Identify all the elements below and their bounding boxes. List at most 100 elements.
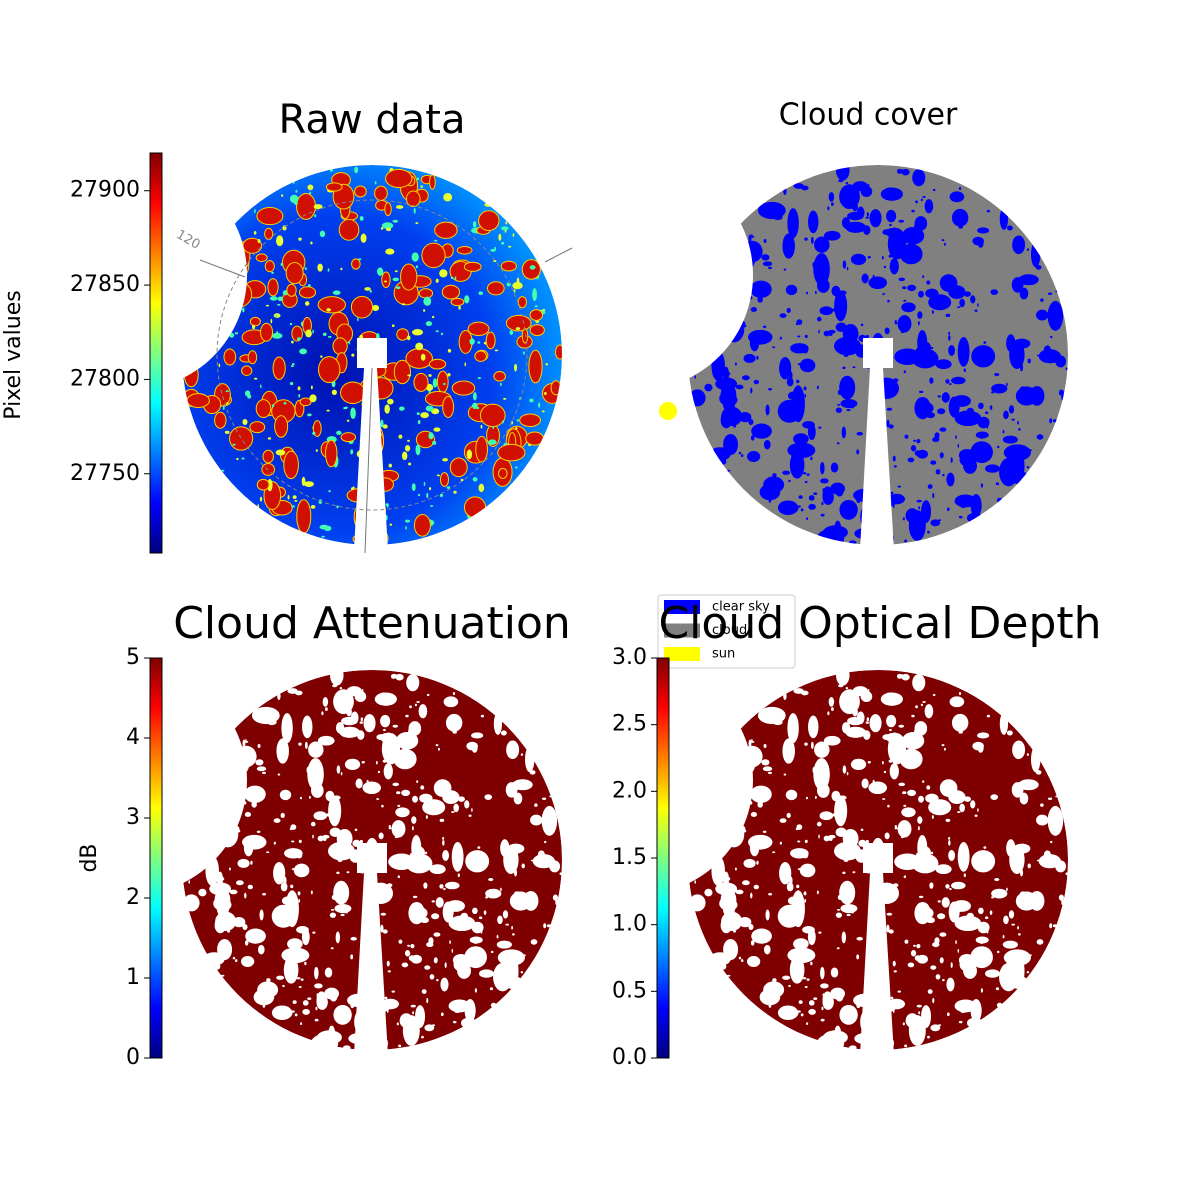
cloud-blob xyxy=(1019,891,1027,896)
cloud-blob xyxy=(865,334,870,339)
cloud-blob xyxy=(283,956,299,984)
cloud-blob xyxy=(917,330,928,356)
cloud-blob xyxy=(935,469,941,475)
cloud-blob xyxy=(283,402,287,405)
cloud-blob xyxy=(542,308,546,311)
cloud-blob xyxy=(889,258,899,275)
cloud-blob xyxy=(434,239,438,242)
cloud-blob xyxy=(806,473,810,476)
cloud-blob xyxy=(331,894,337,901)
cloud-blob xyxy=(948,396,960,418)
cloud-blob xyxy=(408,955,415,962)
cloud-blob xyxy=(328,795,342,827)
cloud-blob xyxy=(854,1033,875,1044)
cloud-blob xyxy=(262,771,266,775)
cloud-blob xyxy=(913,260,917,264)
colorbar xyxy=(149,657,163,1059)
cloud-blob xyxy=(312,834,314,839)
cloud-blob xyxy=(750,306,758,312)
colorbar-tick-label: 1 xyxy=(126,965,140,990)
cloud-blob xyxy=(821,501,824,506)
cloud-blob xyxy=(192,808,204,824)
cloud-blob xyxy=(401,962,409,968)
cloud-blob xyxy=(500,260,517,272)
cloud-blob xyxy=(222,259,235,269)
cloud-blob xyxy=(727,247,731,255)
cloud-blob xyxy=(378,832,384,840)
cloud-blob xyxy=(750,435,755,441)
cloud-blob xyxy=(452,730,457,734)
cloud-blob xyxy=(844,881,852,893)
cloud-blob xyxy=(211,771,215,775)
cloud-blob xyxy=(380,924,384,933)
cloud-blob xyxy=(783,268,787,271)
cloud-blob xyxy=(350,711,359,725)
cloud-blob xyxy=(208,764,220,776)
cloud-blob xyxy=(946,977,955,992)
cloud-blob xyxy=(748,234,752,243)
cloud-blob xyxy=(471,732,484,739)
cloud-blob xyxy=(985,464,1000,473)
cloud-blob xyxy=(907,284,917,292)
colorbar-tick-label: 0 xyxy=(126,1045,140,1070)
cloud-blob xyxy=(750,801,753,805)
cloud-blob xyxy=(298,286,317,299)
cloud-blob xyxy=(304,961,307,966)
cloud-blob xyxy=(883,265,887,269)
cloud-blob xyxy=(454,276,457,281)
cloud-blob xyxy=(529,770,536,775)
cloud-blob xyxy=(546,924,552,928)
cloud-blob xyxy=(830,967,839,978)
sky-image xyxy=(179,665,562,1054)
cloud-blob xyxy=(783,773,787,776)
cloud-blob xyxy=(884,187,895,195)
cloud-blob xyxy=(977,237,984,248)
cloud-blob xyxy=(743,353,756,363)
cloud-blob xyxy=(808,1000,815,1006)
cloud-blob xyxy=(372,304,380,312)
cloud-blob xyxy=(388,825,391,828)
cloud-blob xyxy=(383,514,388,522)
cloud-blob xyxy=(937,913,946,920)
cloud-blob xyxy=(941,897,950,908)
cloud-blob xyxy=(772,978,777,983)
cloud-blob xyxy=(346,419,350,422)
cloud-blob xyxy=(207,354,211,358)
cloud-blob xyxy=(484,794,493,800)
cloud-blob xyxy=(918,290,924,298)
cloud-blob xyxy=(869,714,882,733)
cloud-blob xyxy=(694,375,697,379)
cloud-blob xyxy=(1006,730,1013,736)
cloud-blob xyxy=(421,242,446,269)
cloud-blob xyxy=(415,444,421,456)
cloud-blob xyxy=(995,987,1000,991)
cloud-blob xyxy=(1052,924,1058,928)
cloud-blob xyxy=(322,697,329,707)
cloud-blob xyxy=(800,185,809,191)
cloud-blob xyxy=(827,711,830,716)
cloud-blob xyxy=(220,974,225,977)
cloud-blob xyxy=(336,505,339,509)
cloud-blob xyxy=(351,353,355,357)
cloud-blob xyxy=(863,225,871,235)
cloud-blob xyxy=(844,376,852,388)
cloud-blob xyxy=(381,733,401,765)
cloud-blob xyxy=(214,283,228,293)
cloud-blob xyxy=(501,226,509,231)
cloud-blob xyxy=(521,259,541,280)
cloud-blob xyxy=(413,513,431,537)
cloud-blob xyxy=(307,284,311,288)
cloud-blob xyxy=(494,349,499,352)
cloud-blob xyxy=(1049,335,1053,339)
cloud-blob xyxy=(384,202,392,217)
cloud-blob xyxy=(1003,949,1031,966)
cloud-blob xyxy=(424,965,431,970)
cloud-blob xyxy=(225,312,227,317)
cloud-blob xyxy=(787,713,799,744)
cloud-blob xyxy=(772,346,776,349)
cloud-blob xyxy=(924,704,934,719)
cloud-blob xyxy=(512,281,523,290)
cloud-blob xyxy=(904,539,908,543)
colorbar-tick-label: 5 xyxy=(126,645,140,670)
cloud-blob xyxy=(930,346,934,350)
